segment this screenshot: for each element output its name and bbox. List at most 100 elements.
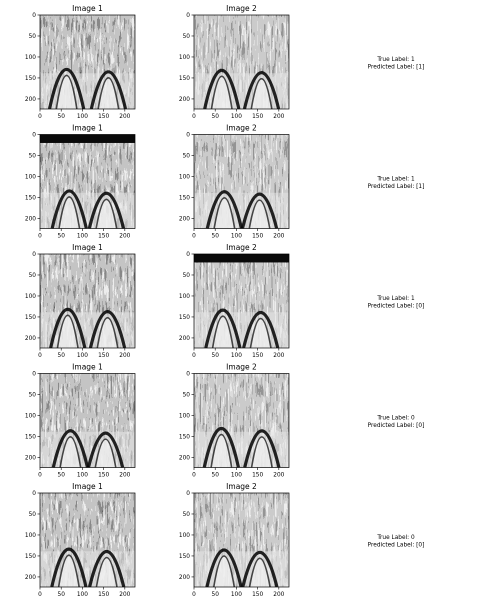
x-tick-label: 100 bbox=[77, 114, 88, 120]
x-tick-label: 50 bbox=[58, 114, 66, 120]
x-tick-label: 200 bbox=[273, 592, 284, 598]
x-tick-label: 200 bbox=[119, 592, 130, 598]
y-tick-label: 200 bbox=[179, 97, 190, 103]
x-tick-label: 100 bbox=[231, 473, 242, 479]
ultrasound-image bbox=[40, 134, 135, 229]
x-tick-label: 50 bbox=[58, 473, 66, 479]
y-tick-label: 150 bbox=[179, 434, 190, 440]
x-tick-label: 50 bbox=[58, 234, 66, 240]
x-tick-label: 150 bbox=[98, 234, 109, 240]
x-tick-label: 50 bbox=[58, 592, 66, 598]
x-tick-label: 100 bbox=[77, 353, 88, 359]
x-tick-label: 0 bbox=[38, 353, 42, 359]
x-tick-label: 200 bbox=[119, 234, 130, 240]
predicted-label: Predicted Label: [1] bbox=[368, 65, 425, 71]
ultrasound-image bbox=[40, 15, 135, 109]
x-tick-label: 150 bbox=[98, 353, 109, 359]
image-panel-image1-row-2: Image 1 0 50 100 150 200 0 50 100 150 200 bbox=[25, 124, 136, 240]
x-tick-label: 150 bbox=[252, 114, 263, 120]
x-tick-label: 0 bbox=[38, 114, 42, 120]
y-tick-label: 200 bbox=[25, 455, 36, 461]
x-tick-label: 150 bbox=[98, 592, 109, 598]
x-tick-label: 0 bbox=[192, 473, 196, 479]
y-tick-label: 100 bbox=[179, 55, 190, 61]
y-tick-label: 50 bbox=[183, 392, 191, 398]
x-tick-label: 0 bbox=[192, 234, 196, 240]
true-label: True Label: 0 bbox=[376, 535, 415, 541]
y-tick-label: 50 bbox=[29, 392, 37, 398]
x-tick-label: 200 bbox=[119, 353, 130, 359]
panel-title: Image 2 bbox=[226, 243, 257, 252]
image-panel-image2-row-1: Image 2 0 50 100 150 200 0 50 100 150 200 bbox=[179, 4, 290, 120]
y-tick-label: 100 bbox=[25, 174, 36, 180]
y-tick-label: 100 bbox=[179, 413, 190, 419]
y-tick-label: 150 bbox=[179, 315, 190, 321]
y-tick-label: 0 bbox=[32, 372, 36, 378]
y-tick-label: 150 bbox=[25, 76, 36, 82]
panel-title: Image 2 bbox=[226, 4, 257, 13]
y-tick-label: 150 bbox=[25, 195, 36, 201]
x-tick-label: 200 bbox=[273, 473, 284, 479]
y-tick-label: 200 bbox=[179, 455, 190, 461]
axes-frame bbox=[193, 14, 290, 110]
image-panel-image2-row-2: Image 2 0 50 100 150 200 0 50 100 150 200 bbox=[179, 124, 290, 240]
y-tick-label: 0 bbox=[186, 13, 190, 19]
x-tick-label: 50 bbox=[212, 114, 220, 120]
ultrasound-image bbox=[194, 15, 289, 109]
x-tick-label: 100 bbox=[231, 114, 242, 120]
y-tick-label: 0 bbox=[186, 252, 190, 258]
y-tick-label: 0 bbox=[32, 13, 36, 19]
panel-title: Image 1 bbox=[72, 243, 103, 252]
x-tick-label: 0 bbox=[192, 353, 196, 359]
y-tick-label: 150 bbox=[179, 76, 190, 82]
x-tick-label: 50 bbox=[212, 473, 220, 479]
x-tick-label: 100 bbox=[77, 473, 88, 479]
predicted-label: Predicted Label: [0] bbox=[368, 304, 425, 310]
y-tick-label: 200 bbox=[25, 575, 36, 581]
x-tick-label: 0 bbox=[192, 592, 196, 598]
image-panel-image1-row-1: Image 1 0 50 100 150 200 0 50 100 150 200 bbox=[25, 4, 136, 120]
y-tick-label: 0 bbox=[32, 133, 36, 139]
y-tick-label: 0 bbox=[186, 133, 190, 139]
y-tick-label: 50 bbox=[183, 34, 191, 40]
ultrasound-image bbox=[194, 254, 289, 348]
y-tick-label: 50 bbox=[29, 512, 37, 518]
y-tick-label: 0 bbox=[186, 491, 190, 497]
y-tick-label: 100 bbox=[179, 174, 190, 180]
x-tick-label: 0 bbox=[192, 114, 196, 120]
panel-title: Image 2 bbox=[226, 482, 257, 491]
panel-title: Image 1 bbox=[72, 363, 103, 372]
x-tick-label: 0 bbox=[38, 473, 42, 479]
ultrasound-image bbox=[194, 493, 289, 587]
y-tick-label: 0 bbox=[32, 491, 36, 497]
true-label: True Label: 1 bbox=[376, 57, 415, 63]
image-panel-image2-row-3: Image 2 0 50 100 150 200 0 50 100 150 200 bbox=[179, 243, 290, 359]
x-tick-label: 50 bbox=[58, 353, 66, 359]
x-tick-label: 100 bbox=[77, 592, 88, 598]
x-tick-label: 200 bbox=[273, 114, 284, 120]
x-tick-label: 100 bbox=[231, 353, 242, 359]
panel-title: Image 2 bbox=[226, 124, 257, 133]
true-label: True Label: 0 bbox=[376, 416, 415, 422]
x-tick-label: 150 bbox=[252, 234, 263, 240]
x-tick-label: 200 bbox=[273, 234, 284, 240]
x-tick-label: 50 bbox=[212, 234, 220, 240]
y-tick-label: 150 bbox=[25, 434, 36, 440]
image-panel-image2-row-4: Image 2 0 50 100 150 200 0 50 100 150 200 bbox=[179, 363, 290, 479]
y-tick-label: 50 bbox=[183, 512, 191, 518]
ultrasound-image bbox=[40, 373, 135, 468]
axes-frame bbox=[39, 253, 136, 349]
image-panel-image1-row-3: Image 1 0 50 100 150 200 0 50 100 150 200 bbox=[25, 243, 136, 359]
y-tick-label: 150 bbox=[179, 195, 190, 201]
axes-frame bbox=[39, 14, 136, 110]
x-tick-label: 50 bbox=[212, 592, 220, 598]
y-tick-label: 200 bbox=[25, 336, 36, 342]
axes-frame bbox=[193, 492, 290, 588]
x-tick-label: 150 bbox=[98, 473, 109, 479]
ultrasound-image bbox=[40, 254, 135, 348]
x-tick-label: 0 bbox=[38, 234, 42, 240]
y-tick-label: 100 bbox=[179, 533, 190, 539]
y-tick-label: 0 bbox=[32, 252, 36, 258]
y-tick-label: 50 bbox=[29, 273, 37, 279]
